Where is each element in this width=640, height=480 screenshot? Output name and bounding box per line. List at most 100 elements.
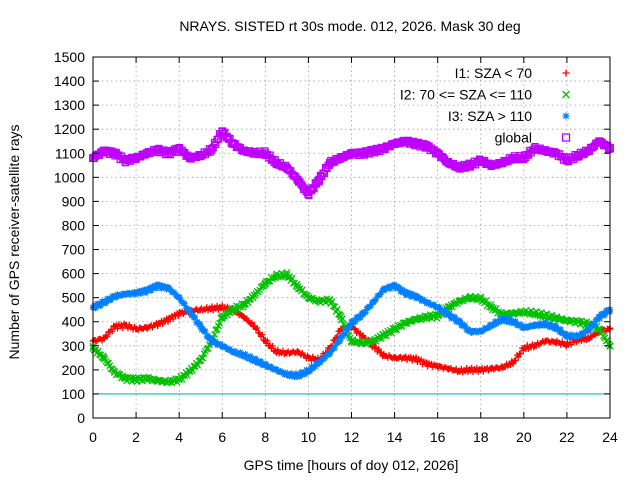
y-tick-label: 1200	[54, 121, 85, 137]
trace-point	[245, 353, 252, 360]
data-point	[132, 325, 140, 333]
trace-point	[194, 361, 202, 369]
trace-point	[204, 344, 212, 352]
data-point	[563, 332, 571, 340]
data-point	[369, 337, 377, 345]
x-axis-label: GPS time [hours of doy 012, 2026]	[244, 457, 459, 473]
data-point	[143, 287, 151, 294]
trace-point	[517, 350, 524, 357]
data-point	[595, 325, 603, 333]
data-point	[186, 308, 194, 316]
data-point	[251, 356, 258, 364]
trace-point	[247, 353, 254, 360]
data-point	[154, 282, 161, 289]
data-point	[369, 146, 377, 155]
data-point	[520, 308, 528, 316]
x-tick-label: 0	[89, 429, 97, 445]
data-point	[520, 344, 528, 352]
y-axis-label: Number of GPS receiver-satellite rays	[6, 125, 22, 360]
trace-point	[407, 294, 414, 301]
data-point	[326, 296, 334, 304]
trace-point	[216, 319, 224, 327]
trace-point	[153, 285, 160, 292]
data-point	[455, 367, 463, 375]
trace-point	[265, 277, 273, 285]
data-point	[391, 354, 398, 362]
x-tick-label: 14	[387, 429, 403, 445]
data-point	[509, 318, 517, 326]
y-tick-label: 500	[62, 290, 86, 306]
trace-point	[441, 307, 448, 314]
trace-point	[376, 291, 383, 298]
trace-point	[556, 329, 563, 336]
data-point	[412, 355, 420, 363]
data-point	[143, 324, 151, 332]
x-tick-label: 2	[132, 429, 140, 445]
data-point	[261, 279, 270, 287]
data-point	[509, 309, 517, 318]
data-point	[477, 328, 485, 335]
trace-point	[601, 312, 608, 319]
data-point	[434, 303, 441, 311]
data-point	[520, 324, 528, 332]
data-point	[293, 175, 302, 184]
y-tick-label: 1000	[54, 169, 85, 185]
data-point	[110, 149, 119, 158]
data-point	[445, 365, 452, 372]
y-tick-label: 1500	[54, 49, 85, 65]
data-point	[509, 359, 517, 366]
trace-point	[298, 369, 305, 376]
data-point	[111, 293, 118, 300]
data-point	[563, 341, 571, 348]
data-point	[455, 318, 463, 326]
trace-point	[352, 319, 359, 326]
trace-point	[378, 289, 385, 296]
data-point	[218, 303, 226, 311]
data-point	[402, 354, 409, 362]
data-point	[153, 145, 162, 154]
data-point	[100, 299, 108, 306]
data-point	[315, 297, 323, 306]
data-point	[122, 290, 129, 298]
x-tick-label: 12	[344, 429, 360, 445]
tick-marks	[92, 56, 611, 419]
data-point	[110, 368, 119, 377]
x-tick-label: 8	[261, 429, 269, 445]
trace-point	[373, 296, 380, 303]
trace-point	[563, 330, 570, 337]
y-tick-label: 0	[77, 410, 85, 426]
trace-point	[342, 331, 349, 338]
data-point	[552, 314, 560, 322]
data-point	[348, 319, 355, 327]
data-point	[574, 332, 581, 340]
trace-point	[600, 310, 607, 317]
trace-point	[259, 331, 266, 338]
data-point	[488, 322, 495, 329]
y-tick-label: 200	[62, 362, 86, 378]
data-point	[434, 362, 441, 370]
data-point	[282, 163, 291, 172]
data-point	[530, 309, 539, 318]
grid	[93, 57, 610, 418]
data-point	[261, 149, 270, 158]
trace-point	[336, 338, 343, 345]
y-tick-label: 400	[62, 314, 86, 330]
data-point	[165, 316, 172, 323]
trace-point	[459, 321, 466, 328]
data-point	[100, 335, 108, 342]
trace-point	[102, 300, 109, 307]
trace-point	[535, 323, 542, 330]
y-tick-labels: 0 100 200 300 400 500 600 700 800 900 1000 1100 1200…	[54, 49, 85, 426]
data-point	[401, 137, 410, 146]
trace-point	[502, 314, 509, 321]
data-point	[423, 360, 431, 368]
data-point	[218, 127, 227, 136]
trace-point	[495, 319, 502, 326]
data-point	[542, 320, 549, 328]
data-point	[358, 311, 366, 318]
trace-point	[401, 287, 408, 294]
trace-point	[404, 289, 411, 296]
series-global	[89, 127, 614, 200]
data-point	[153, 376, 162, 385]
trace-point	[417, 295, 424, 302]
